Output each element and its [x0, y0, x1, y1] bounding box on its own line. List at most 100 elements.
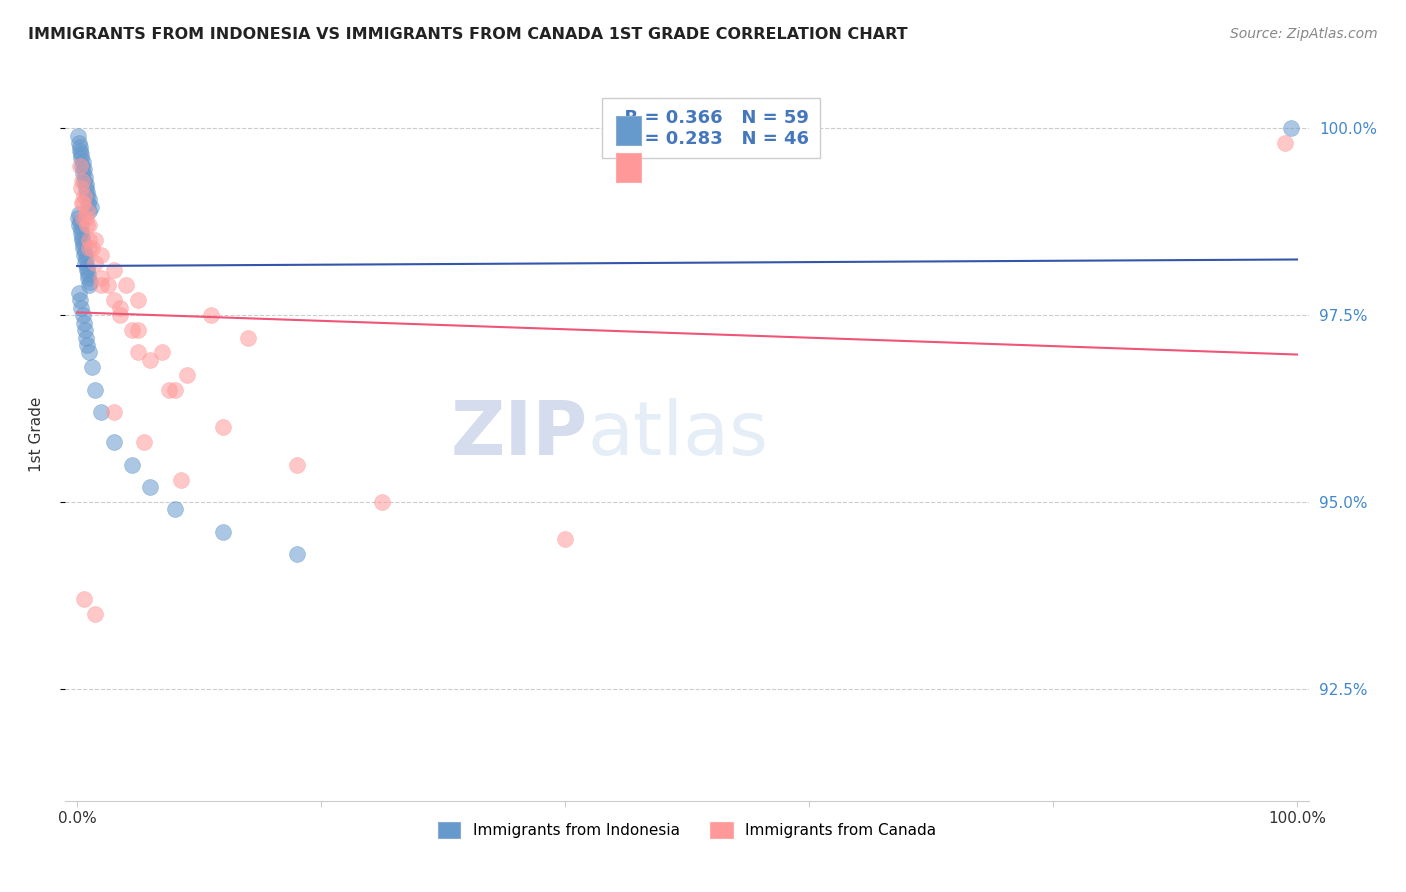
Point: [80, 241, 103, 255]
Point: [200, 308, 222, 322]
Point: [1274, 136, 1296, 151]
Point: [75, 178, 97, 192]
Point: [121, 323, 143, 337]
Point: [69, 144, 91, 158]
Point: [90, 405, 112, 419]
Point: [72, 196, 94, 211]
Point: [73, 316, 96, 330]
Point: [73, 592, 96, 607]
Point: [76, 260, 98, 274]
Point: [285, 547, 308, 561]
Point: [75, 252, 97, 266]
Point: [90, 278, 112, 293]
Point: [69, 226, 91, 240]
Point: [67, 136, 90, 151]
Point: [72, 241, 94, 255]
Point: [84, 607, 107, 621]
Point: [70, 196, 93, 211]
Point: [67, 219, 90, 233]
Point: [72, 308, 94, 322]
Point: [72, 211, 94, 225]
Point: [371, 495, 394, 509]
Point: [236, 330, 259, 344]
Point: [97, 278, 120, 293]
Point: [70, 222, 93, 236]
Point: [73, 188, 96, 202]
Bar: [616, 116, 641, 145]
Point: [67, 207, 90, 221]
Point: [77, 345, 100, 359]
Point: [77, 267, 100, 281]
Point: [67, 211, 90, 225]
Point: [108, 308, 131, 322]
Point: [76, 263, 98, 277]
Point: [76, 219, 98, 233]
Point: [212, 524, 235, 539]
Point: [73, 244, 96, 259]
Point: [103, 405, 125, 419]
Text: R = 0.366   N = 59
  R = 0.283   N = 46: R = 0.366 N = 59 R = 0.283 N = 46: [613, 109, 810, 147]
Point: [103, 435, 125, 450]
Point: [69, 151, 91, 165]
Point: [127, 293, 149, 308]
Point: [75, 211, 97, 225]
Point: [139, 353, 162, 368]
Point: [212, 420, 235, 434]
Point: [73, 248, 96, 262]
Point: [77, 196, 100, 211]
Point: [1279, 121, 1302, 136]
Point: [139, 480, 162, 494]
Point: [69, 215, 91, 229]
Point: [75, 181, 97, 195]
Point: [103, 293, 125, 308]
Point: [77, 278, 100, 293]
Point: [73, 173, 96, 187]
Point: [79, 200, 101, 214]
Point: [84, 256, 107, 270]
Point: [84, 383, 107, 397]
Bar: [616, 153, 641, 182]
Point: [157, 383, 180, 397]
Point: [69, 140, 91, 154]
Point: [79, 275, 101, 289]
Text: atlas: atlas: [588, 398, 769, 471]
Point: [121, 458, 143, 472]
Point: [70, 173, 93, 187]
Y-axis label: 1st Grade: 1st Grade: [30, 397, 44, 473]
Point: [70, 301, 93, 315]
Point: [69, 181, 91, 195]
Point: [285, 458, 308, 472]
Point: [79, 203, 101, 218]
Point: [75, 256, 97, 270]
Point: [79, 241, 101, 255]
Point: [76, 188, 98, 202]
Point: [72, 166, 94, 180]
Point: [103, 263, 125, 277]
Point: [67, 128, 90, 143]
Point: [90, 248, 112, 262]
Point: [127, 345, 149, 359]
Text: Source: ZipAtlas.com: Source: ZipAtlas.com: [1230, 27, 1378, 41]
Point: [73, 162, 96, 177]
Point: [84, 234, 107, 248]
Point: [115, 278, 138, 293]
Point: [127, 323, 149, 337]
Point: [134, 435, 156, 450]
Point: [69, 293, 91, 308]
Point: [73, 323, 96, 337]
Text: IMMIGRANTS FROM INDONESIA VS IMMIGRANTS FROM CANADA 1ST GRADE CORRELATION CHART: IMMIGRANTS FROM INDONESIA VS IMMIGRANTS …: [28, 27, 908, 42]
Point: [163, 383, 186, 397]
Point: [72, 237, 94, 252]
Point: [75, 330, 97, 344]
Point: [72, 155, 94, 169]
Point: [176, 368, 198, 382]
Point: [79, 234, 101, 248]
Point: [79, 219, 101, 233]
Point: [554, 533, 576, 547]
Point: [76, 338, 98, 352]
Point: [70, 147, 93, 161]
Point: [69, 159, 91, 173]
Point: [108, 301, 131, 315]
Point: [76, 185, 98, 199]
Point: [80, 360, 103, 375]
